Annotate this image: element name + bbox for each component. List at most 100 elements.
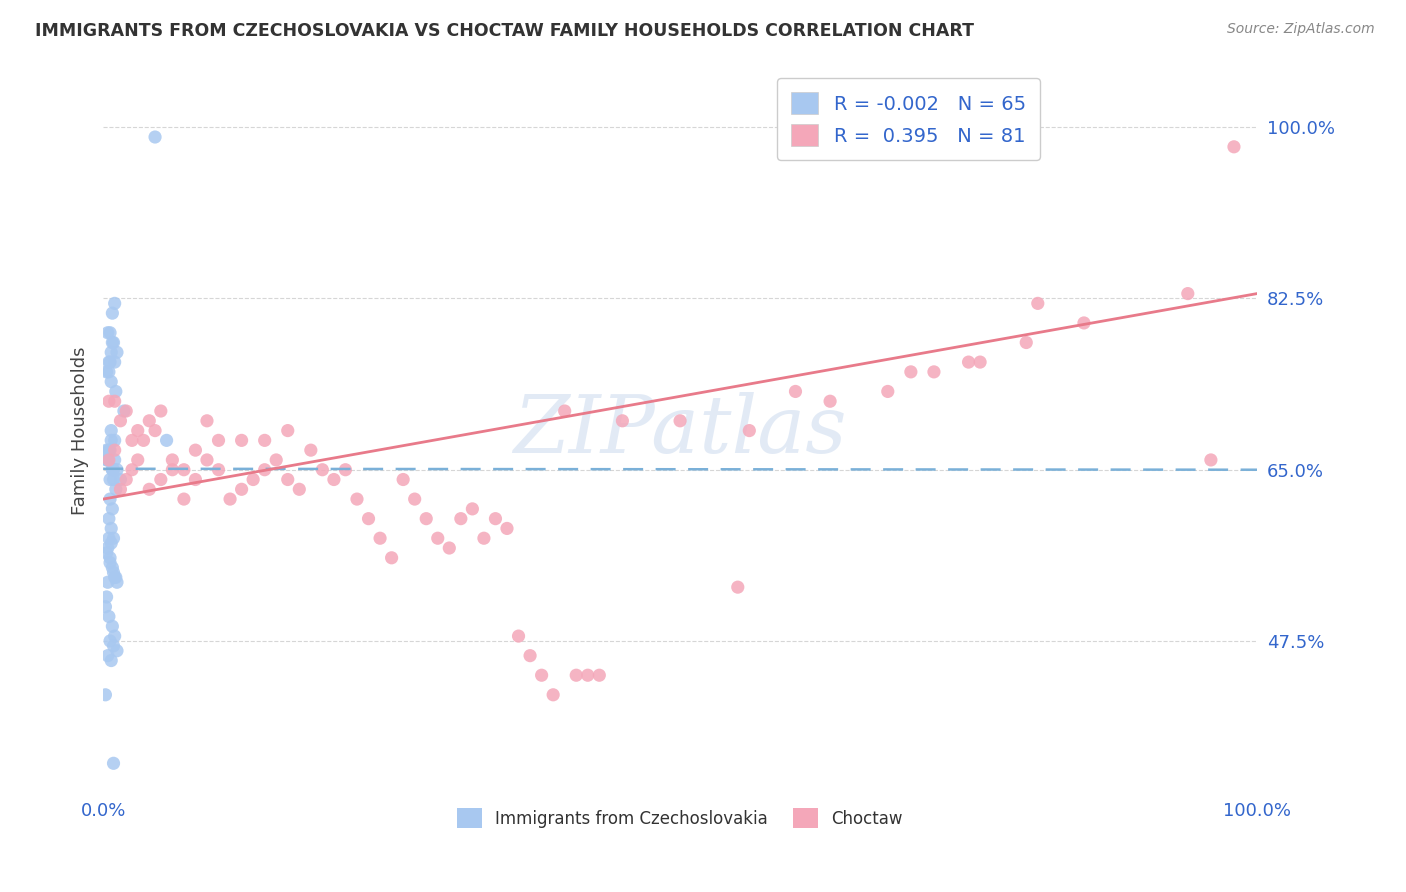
Point <box>299 443 322 458</box>
Point <box>381 550 404 565</box>
Point <box>97 326 120 340</box>
Point <box>922 365 945 379</box>
Point <box>115 404 138 418</box>
Point <box>207 434 229 448</box>
Point <box>195 453 218 467</box>
Point <box>97 511 120 525</box>
Point <box>97 575 120 590</box>
Point <box>143 424 166 438</box>
Point <box>392 473 415 487</box>
Point <box>103 463 125 477</box>
Point <box>97 609 120 624</box>
Point <box>121 434 143 448</box>
Point <box>98 443 121 458</box>
Point <box>162 453 184 467</box>
Point <box>231 434 253 448</box>
Point <box>484 511 506 525</box>
Point <box>103 639 125 653</box>
Point <box>404 492 426 507</box>
Point <box>1199 453 1222 467</box>
Point <box>288 483 311 497</box>
Point <box>1026 296 1049 310</box>
Point <box>110 473 132 487</box>
Point <box>98 492 121 507</box>
Y-axis label: Family Households: Family Households <box>72 346 89 515</box>
Point <box>132 434 155 448</box>
Point <box>110 483 132 497</box>
Point <box>876 384 898 399</box>
Point <box>97 531 120 545</box>
Point <box>105 345 128 359</box>
Point <box>253 434 276 448</box>
Point <box>101 501 124 516</box>
Point <box>127 453 149 467</box>
Point <box>96 546 118 560</box>
Point <box>104 570 127 584</box>
Point <box>184 443 207 458</box>
Point <box>277 424 299 438</box>
Point <box>110 414 132 428</box>
Point <box>277 473 299 487</box>
Point <box>738 424 761 438</box>
Point <box>101 560 124 574</box>
Point <box>96 365 118 379</box>
Point <box>101 335 124 350</box>
Point <box>461 501 484 516</box>
Text: Source: ZipAtlas.com: Source: ZipAtlas.com <box>1227 22 1375 37</box>
Point <box>100 521 122 535</box>
Point <box>101 619 124 633</box>
Point <box>785 384 807 399</box>
Point <box>818 394 841 409</box>
Point <box>97 541 120 555</box>
Point <box>207 463 229 477</box>
Point <box>97 394 120 409</box>
Point <box>100 536 122 550</box>
Point <box>103 335 125 350</box>
Point <box>496 521 519 535</box>
Point <box>104 296 127 310</box>
Point <box>104 434 127 448</box>
Point <box>104 443 127 458</box>
Point <box>155 434 177 448</box>
Point <box>242 473 264 487</box>
Point <box>576 668 599 682</box>
Point <box>612 414 634 428</box>
Point <box>450 511 472 525</box>
Point <box>96 443 118 458</box>
Legend: Immigrants from Czechoslovakia, Choctaw: Immigrants from Czechoslovakia, Choctaw <box>450 801 910 835</box>
Point <box>138 483 160 497</box>
Point <box>97 453 120 467</box>
Point <box>104 629 127 643</box>
Point <box>104 355 127 369</box>
Point <box>98 326 121 340</box>
Point <box>115 473 138 487</box>
Point <box>105 463 128 477</box>
Point <box>101 306 124 320</box>
Point <box>98 556 121 570</box>
Point <box>103 531 125 545</box>
Point <box>149 404 172 418</box>
Point <box>1223 140 1246 154</box>
Point <box>727 580 749 594</box>
Point <box>357 511 380 525</box>
Point <box>96 590 118 604</box>
Point <box>101 463 124 477</box>
Point <box>541 688 564 702</box>
Point <box>103 473 125 487</box>
Point <box>97 648 120 663</box>
Point <box>100 654 122 668</box>
Point <box>149 473 172 487</box>
Point <box>1073 316 1095 330</box>
Point <box>127 424 149 438</box>
Point <box>195 414 218 428</box>
Point <box>969 355 991 369</box>
Point <box>104 384 127 399</box>
Point <box>105 644 128 658</box>
Point <box>98 473 121 487</box>
Point <box>335 463 357 477</box>
Point <box>508 629 530 643</box>
Point <box>104 483 127 497</box>
Point <box>143 130 166 145</box>
Point <box>97 453 120 467</box>
Point <box>94 688 117 702</box>
